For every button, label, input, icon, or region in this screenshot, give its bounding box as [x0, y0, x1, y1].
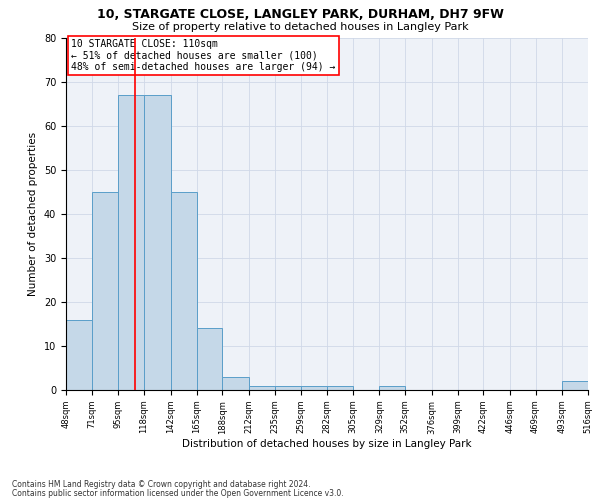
Bar — [327, 386, 353, 390]
X-axis label: Distribution of detached houses by size in Langley Park: Distribution of detached houses by size … — [182, 440, 472, 450]
Bar — [197, 328, 222, 390]
Text: 10 STARGATE CLOSE: 110sqm
← 51% of detached houses are smaller (100)
48% of semi: 10 STARGATE CLOSE: 110sqm ← 51% of detac… — [71, 40, 335, 72]
Bar — [379, 386, 405, 390]
Bar — [275, 386, 301, 390]
Bar — [562, 381, 588, 390]
Bar — [66, 320, 92, 390]
Bar — [249, 386, 275, 390]
Text: Size of property relative to detached houses in Langley Park: Size of property relative to detached ho… — [131, 22, 469, 32]
Y-axis label: Number of detached properties: Number of detached properties — [28, 132, 38, 296]
Text: Contains HM Land Registry data © Crown copyright and database right 2024.: Contains HM Land Registry data © Crown c… — [12, 480, 311, 489]
Bar — [144, 95, 171, 390]
Bar — [171, 192, 197, 390]
Bar — [222, 377, 249, 390]
Bar — [301, 386, 327, 390]
Text: 10, STARGATE CLOSE, LANGLEY PARK, DURHAM, DH7 9FW: 10, STARGATE CLOSE, LANGLEY PARK, DURHAM… — [97, 8, 503, 20]
Bar — [118, 95, 144, 390]
Bar — [92, 192, 118, 390]
Text: Contains public sector information licensed under the Open Government Licence v3: Contains public sector information licen… — [12, 488, 344, 498]
